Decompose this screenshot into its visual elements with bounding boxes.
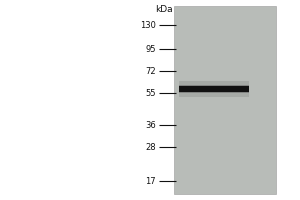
Bar [178,81,249,97]
Text: 17: 17 [146,176,156,186]
Text: kDa: kDa [155,4,172,14]
Text: 28: 28 [146,142,156,152]
Text: 95: 95 [146,45,156,53]
Text: 130: 130 [140,21,156,29]
Bar [178,85,249,93]
Bar [174,6,276,194]
Text: 72: 72 [146,66,156,75]
Bar [178,86,249,92]
Text: 55: 55 [146,88,156,98]
Text: 36: 36 [145,120,156,130]
